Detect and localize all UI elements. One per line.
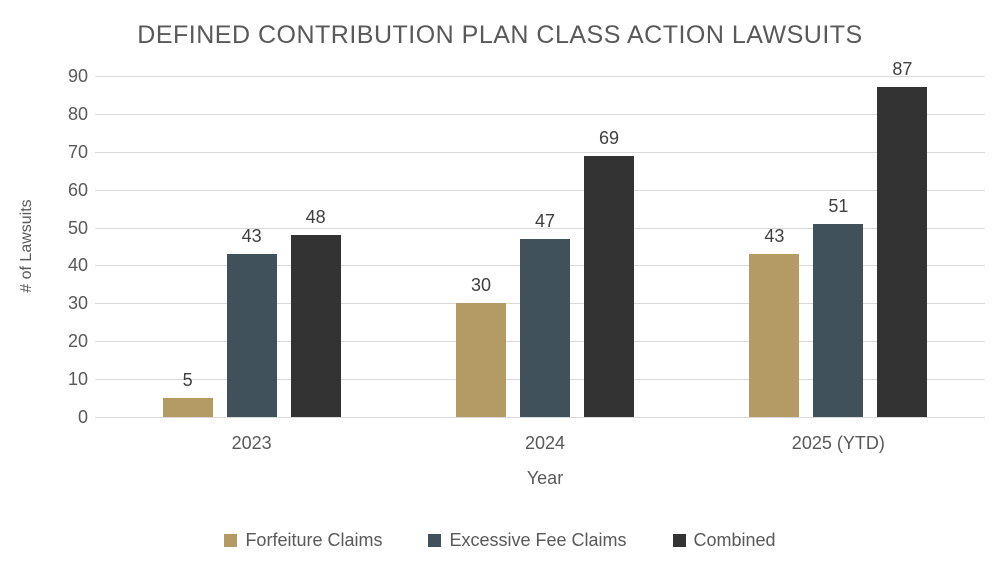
legend-swatch-forfeiture-claims xyxy=(224,533,238,547)
gridline-y-0 xyxy=(105,417,985,418)
y-tick-label-20: 20 xyxy=(67,331,88,352)
data-label-excessive-fee-claims-2024: 47 xyxy=(534,210,556,231)
y-tick-label-10: 10 xyxy=(67,369,88,390)
data-label-forfeiture-claims-2024: 30 xyxy=(470,275,492,296)
plot-area: 5 43 48 30 47 69 43 51 87 xyxy=(95,60,985,418)
y-tick-label-50: 50 xyxy=(67,217,88,238)
y-tick-label-60: 60 xyxy=(67,179,88,200)
legend-item-excessive-fee-claims: Excessive Fee Claims xyxy=(428,530,627,550)
gridline-y-60 xyxy=(105,189,985,191)
y-tick-mark-40 xyxy=(95,265,105,267)
y-tick-mark-50 xyxy=(95,227,105,229)
x-label-2025-ytd: 2025 (YTD) xyxy=(791,433,885,453)
gridline-y-50 xyxy=(105,227,985,229)
data-label-excessive-fee-claims-2023: 43 xyxy=(241,226,262,247)
y-axis-title: # of Lawsuits xyxy=(18,199,35,293)
legend-swatch-combined xyxy=(672,533,686,547)
data-label-excessive-fee-claims-2025-ytd: 51 xyxy=(828,195,849,216)
x-label-2024: 2024 xyxy=(524,433,566,453)
gridline-y-90 xyxy=(105,76,985,77)
y-tick-mark-10 xyxy=(95,379,105,381)
legend-item-combined: Combined xyxy=(672,530,776,550)
y-axis-tick-labels: 0 10 20 30 40 50 60 70 80 90 xyxy=(40,67,88,426)
y-tick-label-90: 90 xyxy=(67,66,88,86)
bar-forfeiture-claims-2024 xyxy=(456,303,506,417)
y-tick-mark-30 xyxy=(95,303,105,305)
bar-excessive-fee-claims-2025-ytd xyxy=(813,223,864,417)
y-tick-mark-20 xyxy=(95,341,105,343)
legend-item-forfeiture-claims: Forfeiture Claims xyxy=(224,531,382,549)
y-tick-mark-80 xyxy=(95,113,105,115)
data-label-combined-2024: 69 xyxy=(598,127,620,148)
legend-label-combined: Combined xyxy=(693,530,776,550)
bar-combined-2023 xyxy=(290,235,341,417)
legend-swatch-excessive-fee-claims xyxy=(428,533,442,547)
bar-excessive-fee-claims-2023 xyxy=(226,254,277,417)
chart-legend: Forfeiture Claims Excessive Fee Claims Com… xyxy=(0,531,1000,549)
x-axis-category-labels: 2023 2024 2025 (YTD) xyxy=(105,434,985,456)
gridline-y-70 xyxy=(105,151,985,153)
bar-combined-2025-ytd xyxy=(877,87,928,417)
y-tick-mark-60 xyxy=(95,189,105,191)
bar-forfeiture-claims-2025-ytd xyxy=(749,254,800,417)
bar-forfeiture-claims-2023 xyxy=(162,398,213,417)
bar-excessive-fee-claims-2024 xyxy=(520,238,570,417)
x-label-2023: 2023 xyxy=(231,433,272,453)
chart-title: DEFINED CONTRIBUTION PLAN CLASS ACTION L… xyxy=(137,21,863,49)
gridline-y-80 xyxy=(105,113,985,115)
legend-label-excessive-fee-claims: Excessive Fee Claims xyxy=(449,530,627,550)
x-axis-title: Year xyxy=(526,468,564,488)
y-tick-mark-90 xyxy=(95,76,105,77)
legend-label-forfeiture-claims: Forfeiture Claims xyxy=(245,530,383,550)
data-label-combined-2023: 48 xyxy=(305,207,326,228)
y-tick-mark-0 xyxy=(95,417,105,418)
data-label-combined-2025-ytd: 87 xyxy=(892,59,913,80)
y-tick-label-70: 70 xyxy=(67,141,88,162)
y-tick-label-0: 0 xyxy=(77,407,88,427)
y-tick-mark-70 xyxy=(95,151,105,153)
data-label-forfeiture-claims-2023: 5 xyxy=(182,370,193,391)
y-tick-label-30: 30 xyxy=(67,293,88,314)
data-label-forfeiture-claims-2025-ytd: 43 xyxy=(764,226,785,247)
y-tick-label-40: 40 xyxy=(67,255,88,276)
bar-combined-2024 xyxy=(584,155,634,417)
y-tick-label-80: 80 xyxy=(67,103,88,124)
